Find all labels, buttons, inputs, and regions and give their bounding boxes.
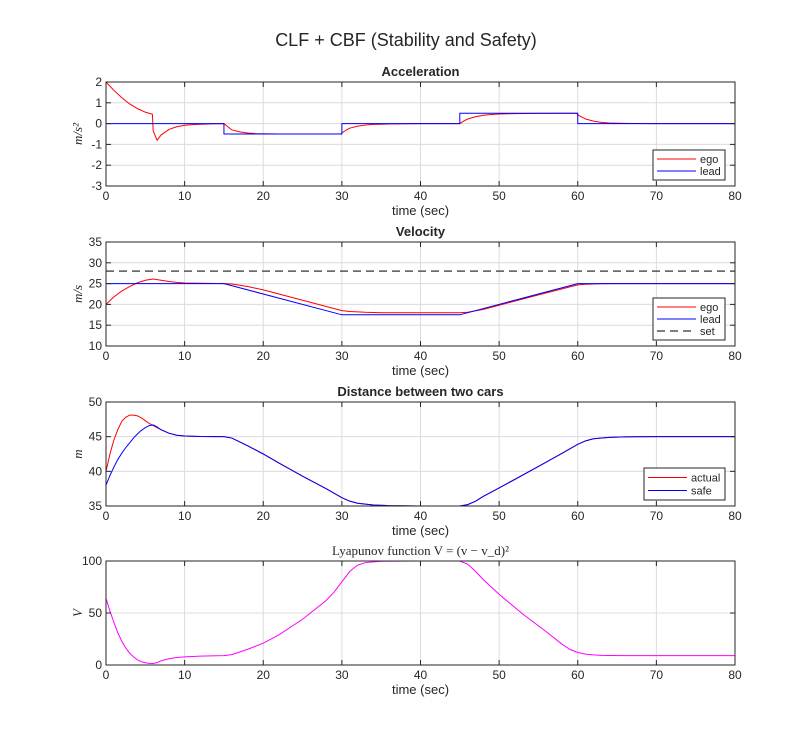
series-line-V bbox=[106, 561, 735, 664]
y-tick-label: 35 bbox=[89, 499, 103, 513]
series-line-lead bbox=[106, 283, 735, 316]
x-tick-label: 80 bbox=[728, 349, 742, 363]
figure-title: CLF + CBF (Stability and Safety) bbox=[275, 30, 537, 50]
series-line-ego bbox=[106, 278, 735, 314]
y-tick-label: 20 bbox=[89, 297, 103, 311]
chart-panel-1: 0 10 20 30 40 50 60 70 80 -3 -2 -1 0 1 2 Acceleration ti… bbox=[70, 64, 742, 218]
y-axis-label: m/s² bbox=[70, 122, 85, 145]
y-tick-label: -2 bbox=[91, 158, 102, 172]
x-tick-label: 40 bbox=[414, 668, 428, 682]
legend-label-safe: safe bbox=[691, 486, 712, 498]
y-tick-label: 30 bbox=[89, 256, 103, 270]
y-tick-label: 35 bbox=[89, 235, 103, 249]
y-tick-label: 50 bbox=[89, 395, 103, 409]
x-tick-label: 30 bbox=[335, 189, 349, 203]
y-tick-label: 2 bbox=[95, 75, 102, 89]
x-tick-label: 20 bbox=[257, 349, 271, 363]
x-tick-label: 40 bbox=[414, 189, 428, 203]
x-tick-label: 80 bbox=[728, 509, 742, 523]
x-tick-label: 10 bbox=[178, 349, 192, 363]
panel-title: Lyapunov function V = (v − v_d)² bbox=[332, 543, 509, 558]
x-tick-label: 20 bbox=[257, 668, 271, 682]
y-tick-label: -1 bbox=[91, 137, 102, 151]
legend-box bbox=[643, 467, 726, 501]
y-tick-label: 45 bbox=[89, 430, 103, 444]
y-tick-label: 1 bbox=[95, 96, 102, 110]
x-tick-label: 30 bbox=[335, 668, 349, 682]
legend-label-actual: actual bbox=[691, 473, 720, 485]
legend-label-ego: ego bbox=[700, 154, 718, 166]
y-tick-label: 0 bbox=[95, 658, 102, 672]
x-tick-label: 60 bbox=[571, 349, 585, 363]
x-tick-label: 30 bbox=[335, 509, 349, 523]
y-tick-label: 25 bbox=[89, 277, 103, 291]
x-tick-label: 20 bbox=[257, 509, 271, 523]
x-tick-label: 70 bbox=[650, 349, 664, 363]
panel-title: Acceleration bbox=[381, 64, 459, 79]
x-tick-label: 0 bbox=[103, 509, 110, 523]
x-tick-label: 60 bbox=[571, 189, 585, 203]
x-axis-label: time (sec) bbox=[392, 363, 449, 378]
x-tick-label: 70 bbox=[650, 189, 664, 203]
x-tick-label: 40 bbox=[414, 349, 428, 363]
x-tick-label: 0 bbox=[103, 349, 110, 363]
chart-panel-2: 0 10 20 30 40 50 60 70 80101520253035Velocitytim… bbox=[70, 224, 742, 378]
series-line-lead bbox=[106, 112, 735, 135]
y-tick-label: -3 bbox=[91, 179, 102, 193]
legend-label-lead: lead bbox=[700, 314, 721, 326]
x-tick-label: 60 bbox=[571, 509, 585, 523]
x-tick-label: 0 bbox=[103, 668, 110, 682]
y-axis-label: V bbox=[70, 607, 85, 617]
x-tick-label: 60 bbox=[571, 668, 585, 682]
x-tick-label: 50 bbox=[492, 189, 506, 203]
legend-label-set: set bbox=[700, 326, 715, 338]
x-tick-label: 10 bbox=[178, 189, 192, 203]
x-axis-label: time (sec) bbox=[392, 682, 449, 697]
x-tick-label: 30 bbox=[335, 349, 349, 363]
x-tick-label: 50 bbox=[492, 349, 506, 363]
y-tick-label: 15 bbox=[89, 318, 103, 332]
panel-title: Distance between two cars bbox=[337, 384, 503, 399]
x-tick-label: 50 bbox=[492, 509, 506, 523]
legend-label-ego: ego bbox=[700, 302, 718, 314]
y-axis-label: m/s bbox=[70, 285, 85, 303]
chart-panel-4: 0 10 20 30 40 50 60 70 80 0 50 100 Lyapunov function… bbox=[70, 543, 742, 697]
y-tick-label: 40 bbox=[89, 464, 103, 478]
series-line-safe bbox=[106, 424, 735, 506]
y-tick-label: 100 bbox=[82, 554, 102, 568]
y-tick-label: 0 bbox=[95, 117, 102, 131]
x-axis-label: time (sec) bbox=[392, 203, 449, 218]
x-tick-label: 40 bbox=[414, 509, 428, 523]
chart-panel-3: 0 10 20 30 40 50 60 70 80 35 40 45 50 Distance betwee… bbox=[70, 384, 742, 538]
x-tick-label: 70 bbox=[650, 668, 664, 682]
legend-label-lead: lead bbox=[700, 166, 721, 178]
y-axis-label: m bbox=[70, 449, 85, 458]
x-tick-label: 50 bbox=[492, 668, 506, 682]
x-tick-label: 10 bbox=[178, 668, 192, 682]
panel-title: Velocity bbox=[396, 224, 446, 239]
y-tick-label: 50 bbox=[89, 606, 103, 620]
legend-box bbox=[652, 149, 726, 181]
x-tick-label: 80 bbox=[728, 668, 742, 682]
x-tick-label: 80 bbox=[728, 189, 742, 203]
y-tick-label: 10 bbox=[89, 339, 103, 353]
x-tick-label: 70 bbox=[650, 509, 664, 523]
x-tick-label: 0 bbox=[103, 189, 110, 203]
x-axis-label: time (sec) bbox=[392, 523, 449, 538]
x-tick-label: 20 bbox=[257, 189, 271, 203]
x-tick-label: 10 bbox=[178, 509, 192, 523]
